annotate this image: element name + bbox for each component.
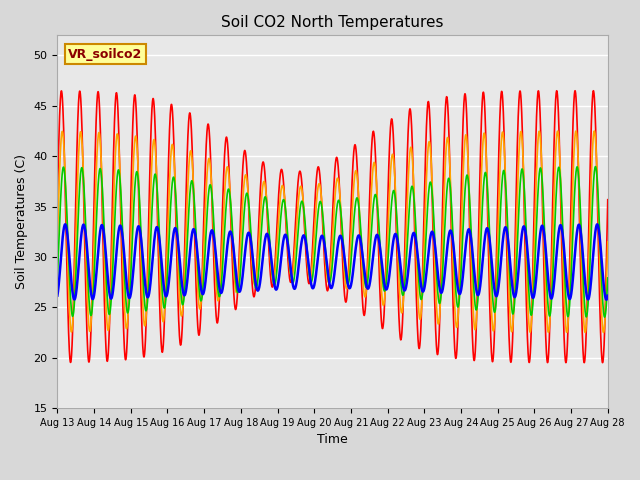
-8cm: [534, 196, 541, 202]
-16cm: [604, 293, 612, 299]
-2cm: [589, 88, 597, 94]
-8cm: [601, 314, 609, 320]
-16cm: [289, 280, 296, 286]
Text: VR_soilco2: VR_soilco2: [68, 48, 143, 60]
-16cm: [54, 293, 61, 299]
-2cm: [54, 197, 61, 203]
-16cm: [116, 223, 124, 228]
-2cm: [149, 96, 157, 102]
-2cm: [593, 183, 601, 189]
-8cm: [54, 275, 61, 281]
-16cm: [603, 297, 611, 302]
-16cm: [61, 221, 69, 227]
-2cm: [599, 360, 607, 366]
-2cm: [116, 185, 124, 191]
Line: -16cm: -16cm: [58, 224, 608, 300]
-2cm: [264, 238, 272, 243]
-4cm: [591, 128, 598, 134]
-4cm: [593, 172, 601, 178]
-16cm: [265, 235, 273, 241]
-4cm: [289, 273, 296, 279]
-4cm: [600, 330, 607, 336]
-4cm: [534, 143, 541, 149]
-16cm: [593, 221, 601, 227]
-16cm: [534, 256, 541, 262]
-4cm: [604, 239, 612, 245]
-4cm: [54, 239, 61, 245]
X-axis label: Time: Time: [317, 433, 348, 446]
Y-axis label: Soil Temperatures (C): Soil Temperatures (C): [15, 154, 28, 289]
-4cm: [116, 174, 124, 180]
Title: Soil CO2 North Temperatures: Soil CO2 North Temperatures: [221, 15, 444, 30]
Legend: -2cm, -4cm, -8cm, -16cm: -2cm, -4cm, -8cm, -16cm: [166, 474, 500, 480]
-4cm: [149, 144, 157, 150]
Line: -2cm: -2cm: [58, 91, 608, 363]
-8cm: [116, 179, 124, 184]
-8cm: [289, 280, 296, 286]
-2cm: [289, 271, 296, 277]
-4cm: [264, 225, 272, 231]
-8cm: [604, 275, 612, 281]
Line: -4cm: -4cm: [58, 131, 608, 333]
-8cm: [591, 164, 599, 169]
-2cm: [604, 197, 612, 203]
-8cm: [149, 192, 157, 197]
-8cm: [264, 218, 272, 224]
Line: -8cm: -8cm: [58, 167, 608, 317]
-2cm: [534, 92, 541, 98]
-16cm: [149, 251, 157, 257]
-8cm: [593, 176, 601, 181]
